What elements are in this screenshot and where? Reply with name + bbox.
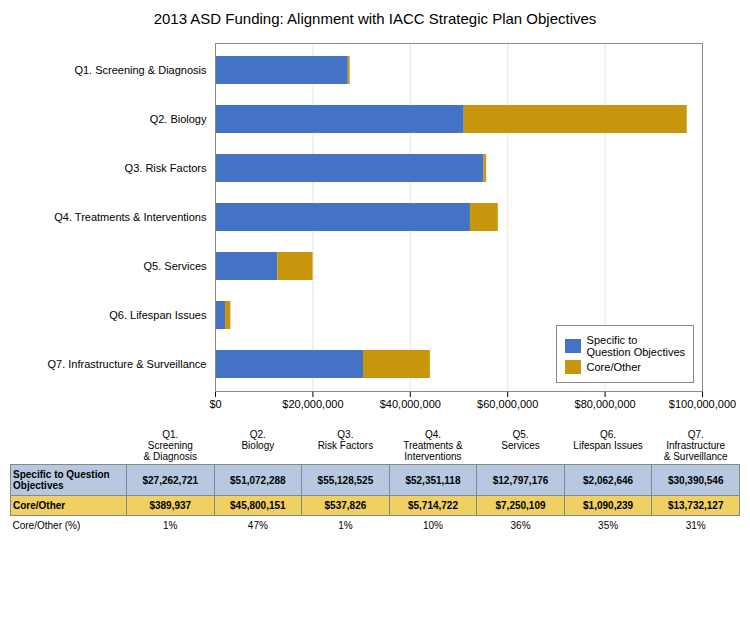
svg-text:Q4. Treatments & Interventions: Q4. Treatments & Interventions [54, 211, 207, 223]
svg-text:Q7. Infrastructure & Surveilla: Q7. Infrastructure & Surveillance [48, 358, 207, 370]
svg-text:$40,000,000: $40,000,000 [380, 398, 441, 410]
html-text:Q7. Infrastructure & Surveilla: Q7. Infrastructure & Surveillance [663, 429, 728, 462]
html-text:$5,714,722: $5,714,722 [407, 500, 458, 511]
html-text:Core/Other: Core/Other [13, 500, 66, 511]
svg-text:$60,000,000: $60,000,000 [477, 398, 538, 410]
html-text:Q6. Lifespan Issues: Q6. Lifespan Issues [573, 429, 643, 451]
svg-text:Q1. Screening & Diagnosis: Q1. Screening & Diagnosis [74, 64, 207, 76]
html-text:$27,262,721: $27,262,721 [142, 474, 199, 486]
html-text:Q4. Treatments & Interventions: Q4. Treatments & Interventions [403, 429, 463, 462]
html-text:$13,732,127: $13,732,127 [667, 500, 724, 511]
svg-text:$100,000,000: $100,000,000 [669, 398, 736, 410]
html-text:1%: 1% [338, 520, 353, 531]
svg-text:Q5. Services: Q5. Services [144, 260, 207, 272]
svg-text:$20,000,000: $20,000,000 [282, 398, 343, 410]
html-text:Q1. Screening & Diagnosis: Q1. Screening & Diagnosis [143, 429, 197, 462]
html-text:1%: 1% [163, 520, 178, 531]
html-text:47%: 47% [247, 520, 268, 531]
html-text:$1,090,239: $1,090,239 [583, 500, 634, 511]
html-text:Q3. Risk Factors: Q3. Risk Factors [317, 429, 374, 451]
svg-text:$0: $0 [209, 398, 221, 410]
html-text:$51,072,288: $51,072,288 [230, 474, 286, 486]
svg-text:Q3. Risk Factors: Q3. Risk Factors [125, 162, 207, 174]
html-text:Core/Other: Core/Other [586, 361, 641, 373]
html-text:$12,797,176: $12,797,176 [492, 474, 549, 486]
html-text:10%: 10% [423, 520, 443, 531]
html-text:36%: 36% [510, 520, 531, 531]
html-text:2013 ASD Funding: Alignment wi: 2013 ASD Funding: Alignment with IACC St… [153, 10, 597, 27]
html-text:$389,937: $389,937 [149, 500, 192, 511]
html-text:$30,390,546: $30,390,546 [667, 474, 724, 486]
html-text:Specific to Question Objective: Specific to Question Objectives [13, 469, 110, 491]
html-text:$537,826: $537,826 [324, 500, 367, 511]
html-text:35%: 35% [598, 520, 619, 531]
html-text:$45,800,151: $45,800,151 [230, 500, 286, 511]
html-text:31%: 31% [685, 520, 706, 531]
html-text:$55,128,525: $55,128,525 [317, 474, 374, 486]
svg-text:Q2. Biology: Q2. Biology [150, 113, 207, 125]
html-text:Specific to Question Objective: Specific to Question Objectives [586, 334, 685, 358]
svg-text:Q6. Lifespan Issues: Q6. Lifespan Issues [109, 309, 207, 321]
html-text:$7,250,109: $7,250,109 [495, 500, 546, 511]
html-text:Q2. Biology: Q2. Biology [241, 429, 275, 451]
svg-text:$80,000,000: $80,000,000 [575, 398, 636, 410]
html-text:Q5. Services: Q5. Services [501, 429, 540, 451]
html-text:$2,062,646: $2,062,646 [583, 474, 634, 486]
html-text:Core/Other (%): Core/Other (%) [12, 520, 81, 531]
html-text:$52,351,118: $52,351,118 [405, 474, 461, 486]
